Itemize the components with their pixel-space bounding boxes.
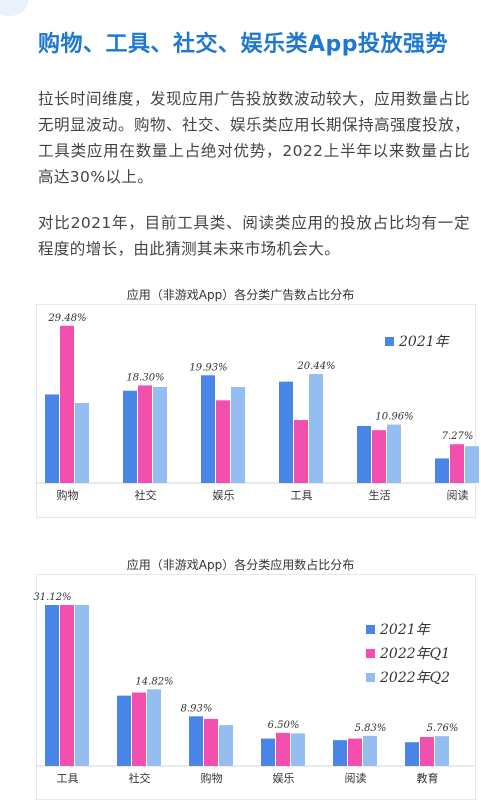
tick-label: 阅读 (447, 488, 469, 502)
bar-1-1 (45, 605, 59, 766)
bar-6-2 (420, 737, 434, 766)
data-label: 8.93% (181, 703, 213, 714)
bar-1-3 (75, 403, 89, 483)
bar-6-3 (435, 736, 449, 766)
bar-5-2 (348, 738, 362, 766)
bar-1-1 (45, 394, 59, 483)
data-label: 20.44% (296, 361, 335, 372)
bar-1-2 (60, 605, 74, 766)
bar-2-1 (123, 390, 137, 483)
bar-4-1 (261, 738, 275, 766)
legend-label: 2022年Q1 (379, 646, 450, 662)
data-label: 5.76% (427, 723, 459, 734)
bar-3-2 (216, 400, 230, 483)
tick-label: 生活 (369, 488, 391, 502)
bar-5-1 (333, 740, 347, 766)
bar-2-2 (132, 692, 146, 766)
bar-4-2 (294, 420, 308, 483)
bar-2-2 (138, 385, 152, 483)
chart2-title: 应用（非游戏App）各分类应用数占比分布 (126, 558, 355, 572)
legend-label: 2021年 (379, 622, 432, 638)
data-label: 19.93% (189, 362, 227, 373)
bar-5-2 (372, 430, 386, 483)
page-title: 购物、工具、社交、娱乐类App投放强势 (38, 32, 449, 57)
bar-4-3 (291, 733, 305, 766)
bar-4-1 (279, 381, 293, 483)
data-label: 18.30% (126, 372, 164, 383)
tick-label: 社交 (129, 771, 151, 785)
data-label: 14.82% (135, 676, 173, 687)
legend-swatch (366, 649, 375, 658)
chart1-title: 应用（非游戏App）各分类广告数占比分布 (126, 288, 355, 302)
bar-1-3 (75, 605, 89, 766)
legend-swatch (366, 625, 375, 634)
tick-label: 娱乐 (273, 771, 295, 785)
chart2-frame (36, 574, 476, 800)
bar-6-3 (465, 446, 479, 483)
bar-2-1 (117, 695, 131, 766)
bar-1-2 (60, 325, 74, 483)
data-label: 31.12% (33, 592, 71, 603)
tick-label: 阅读 (345, 771, 367, 785)
bar-6-2 (450, 444, 464, 483)
tick-label: 教育 (417, 771, 439, 785)
bar-5-1 (357, 425, 371, 483)
tick-label: 工具 (57, 772, 79, 785)
data-label: 6.50% (268, 720, 300, 731)
bar-3-3 (219, 725, 233, 766)
bar-3-3 (231, 387, 245, 483)
tick-label: 工具 (291, 489, 313, 502)
tick-label: 购物 (201, 771, 223, 785)
data-label: 10.96% (375, 412, 413, 423)
tick-label: 购物 (57, 488, 79, 502)
bar-5-3 (387, 424, 401, 483)
bar-3-1 (201, 375, 215, 483)
legend-swatch (385, 337, 394, 346)
data-label: 5.83% (355, 723, 387, 734)
legend-label: 2021年 (398, 334, 451, 350)
corner-decoration (0, 0, 28, 16)
tick-label: 社交 (135, 488, 157, 502)
paragraph-2: 对比2021年，目前工具类、阅读类应用的投放占比均有一定程度的增长，由此猜测其未… (38, 214, 470, 258)
bar-6-1 (405, 742, 419, 766)
bar-4-3 (309, 373, 323, 483)
bar-2-3 (147, 689, 161, 766)
chart1-frame (36, 304, 476, 518)
legend-swatch (366, 673, 375, 682)
bar-3-2 (204, 718, 218, 766)
bar-3-1 (189, 716, 203, 766)
bar-6-1 (435, 458, 449, 483)
bar-2-3 (153, 387, 167, 483)
legend-label: 2022年Q2 (379, 670, 450, 686)
bar-4-2 (276, 732, 290, 766)
bar-5-3 (363, 735, 377, 766)
data-label: 29.48% (47, 313, 86, 324)
paragraph-1: 拉长时间维度，发现应用广告投放数波动较大，应用数量占比无明显波动。购物、社交、娱… (38, 90, 470, 186)
data-label: 7.27% (442, 431, 474, 442)
tick-label: 娱乐 (213, 488, 235, 502)
